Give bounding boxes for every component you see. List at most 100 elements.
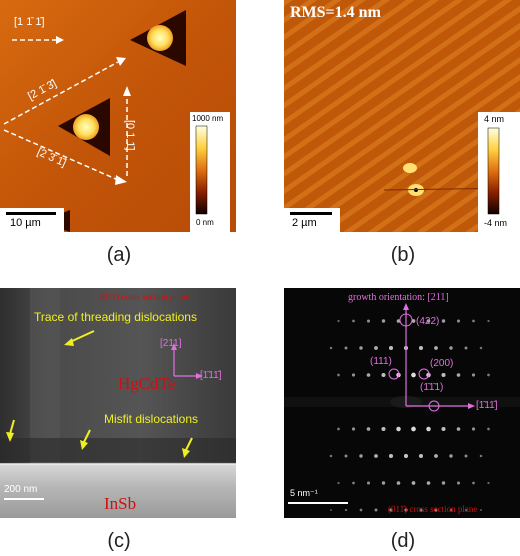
- arrow-dir2-head: [116, 57, 126, 66]
- diffraction-spot: [388, 453, 394, 459]
- diffraction-spot: [344, 346, 348, 350]
- diffraction-spot: [487, 319, 490, 323]
- diffraction-spot: [359, 346, 363, 350]
- arrow-dir2: [3, 61, 119, 125]
- diffraction-spot: [351, 427, 356, 431]
- diffraction-spot: [337, 481, 340, 485]
- threading-trace-band: [30, 288, 60, 464]
- hillock-b-1: [403, 163, 417, 173]
- axis-c-right-head: [196, 373, 203, 379]
- arrow-trace: [69, 330, 95, 343]
- arrow-dir4-head: [115, 175, 127, 185]
- diffraction-spot: [449, 346, 453, 350]
- diffraction-spot: [366, 427, 371, 431]
- arrow-dir1-head: [56, 36, 64, 44]
- diffraction-spot: [330, 509, 332, 511]
- scalebar-d-label: 5 nm⁻¹: [290, 488, 318, 498]
- axis-d-right-head: [468, 403, 475, 409]
- diffraction-spot: [434, 508, 438, 512]
- scalebar-b-bar: [290, 212, 332, 215]
- spot-422-label: (422): [416, 316, 440, 327]
- panel-a-svg: [0, 0, 236, 232]
- diffraction-spot: [396, 319, 401, 323]
- panel-d-svg: [284, 288, 520, 518]
- diffraction-spot: [351, 373, 356, 377]
- diffraction-spot: [337, 373, 340, 377]
- diffraction-spot: [472, 481, 475, 485]
- panel-d-diffraction: growth orientation: [211] (422) (111) (2…: [284, 288, 520, 518]
- misfit-label: Misfit dislocations: [104, 412, 199, 426]
- diffraction-spot: [464, 454, 468, 458]
- plane-label-d: (011̄) cross section plane: [388, 504, 478, 514]
- spot-1b11-label: (1̄1̄1): [420, 382, 444, 393]
- scalebar-c-bar: [4, 498, 44, 500]
- arrow-misfit-2-head: [80, 440, 88, 450]
- diffraction-spot: [441, 481, 446, 485]
- diffraction-spot: [426, 481, 431, 485]
- diffraction-spot: [381, 319, 386, 323]
- rms-label: RMS=1.4 nm: [290, 4, 381, 21]
- caption-d: (d): [390, 530, 416, 552]
- diffraction-spot: [381, 372, 386, 378]
- diffraction-spot: [388, 345, 394, 351]
- spot-111-ring: [388, 368, 400, 380]
- panel-a-afm-image: [1 1̄ 1̄] [2 1̄ 3̄] [0 1 1̄] [2 3̄ 1̄] 1…: [0, 0, 236, 232]
- colorbar-b: [487, 127, 500, 215]
- diffraction-spot: [374, 346, 378, 350]
- diffraction-spot: [344, 454, 348, 458]
- diffraction-spot: [411, 372, 416, 378]
- colorbar-a-max: 1000 nm: [192, 114, 224, 123]
- diffraction-spot: [329, 454, 333, 458]
- diffraction-spot: [426, 319, 431, 323]
- panel-c-svg: [0, 288, 236, 518]
- arrow-dir3-head: [123, 86, 131, 96]
- arrow-misfit-3: [185, 437, 193, 451]
- diffraction-spot: [471, 373, 476, 377]
- diffraction-spot: [419, 508, 423, 512]
- scalebar-c-label: 200 nm: [4, 484, 38, 495]
- caption-b: (b): [390, 244, 416, 266]
- diffraction-spot: [352, 319, 355, 323]
- scalebar-a-label: 10 µm: [10, 217, 41, 229]
- diffraction-spot: [487, 481, 490, 485]
- diffraction-spot: [449, 454, 453, 458]
- diffraction-spot: [329, 346, 333, 350]
- diffraction-spot: [418, 453, 424, 459]
- diffraction-spot: [426, 426, 431, 432]
- diffraction-spot: [403, 453, 409, 459]
- arrow-misfit-2: [83, 429, 91, 443]
- arrow-misfit-1-head: [6, 432, 14, 442]
- diffraction-spot: [374, 508, 378, 512]
- diffraction-spot: [352, 481, 355, 485]
- plane-label-c: (011̄) cross section plane: [100, 292, 190, 302]
- diffraction-spot: [381, 481, 386, 485]
- diffraction-spot: [411, 319, 416, 323]
- panel-c-tem-image: (011̄) cross section plane Trace of thre…: [0, 288, 236, 518]
- hgcdte-label: HgCdTe: [118, 374, 176, 393]
- insb-label: InSb: [104, 494, 137, 513]
- diffraction-spot: [374, 454, 378, 458]
- arrow-trace-head: [64, 338, 74, 346]
- diffraction-spot: [366, 319, 371, 323]
- diffraction-spot: [479, 454, 483, 458]
- diffraction-spot: [441, 372, 446, 378]
- diffraction-spot: [359, 508, 363, 512]
- diffraction-spot: [472, 319, 475, 323]
- diffraction-spot: [359, 454, 363, 458]
- panel-b-svg: [284, 0, 520, 232]
- interface-dark-band: [0, 438, 236, 462]
- direction-label-3: [0 1 1̄]: [124, 120, 136, 151]
- diffraction-spot: [366, 481, 371, 485]
- insb-region: [0, 464, 236, 518]
- diffraction-spot: [456, 319, 461, 323]
- trace-label: Trace of threading dislocations: [34, 310, 197, 324]
- caption-c: (c): [107, 530, 131, 552]
- caption-a: (a): [106, 244, 132, 266]
- diffraction-spot: [389, 508, 393, 512]
- diffraction-spot: [441, 319, 446, 323]
- axis-c-right-label: [1̄11̄]: [200, 370, 222, 381]
- diffraction-spot: [434, 346, 438, 350]
- diffraction-spot: [464, 508, 468, 512]
- axis-c-up-head: [171, 343, 177, 350]
- scalebar-d-bar: [288, 502, 348, 504]
